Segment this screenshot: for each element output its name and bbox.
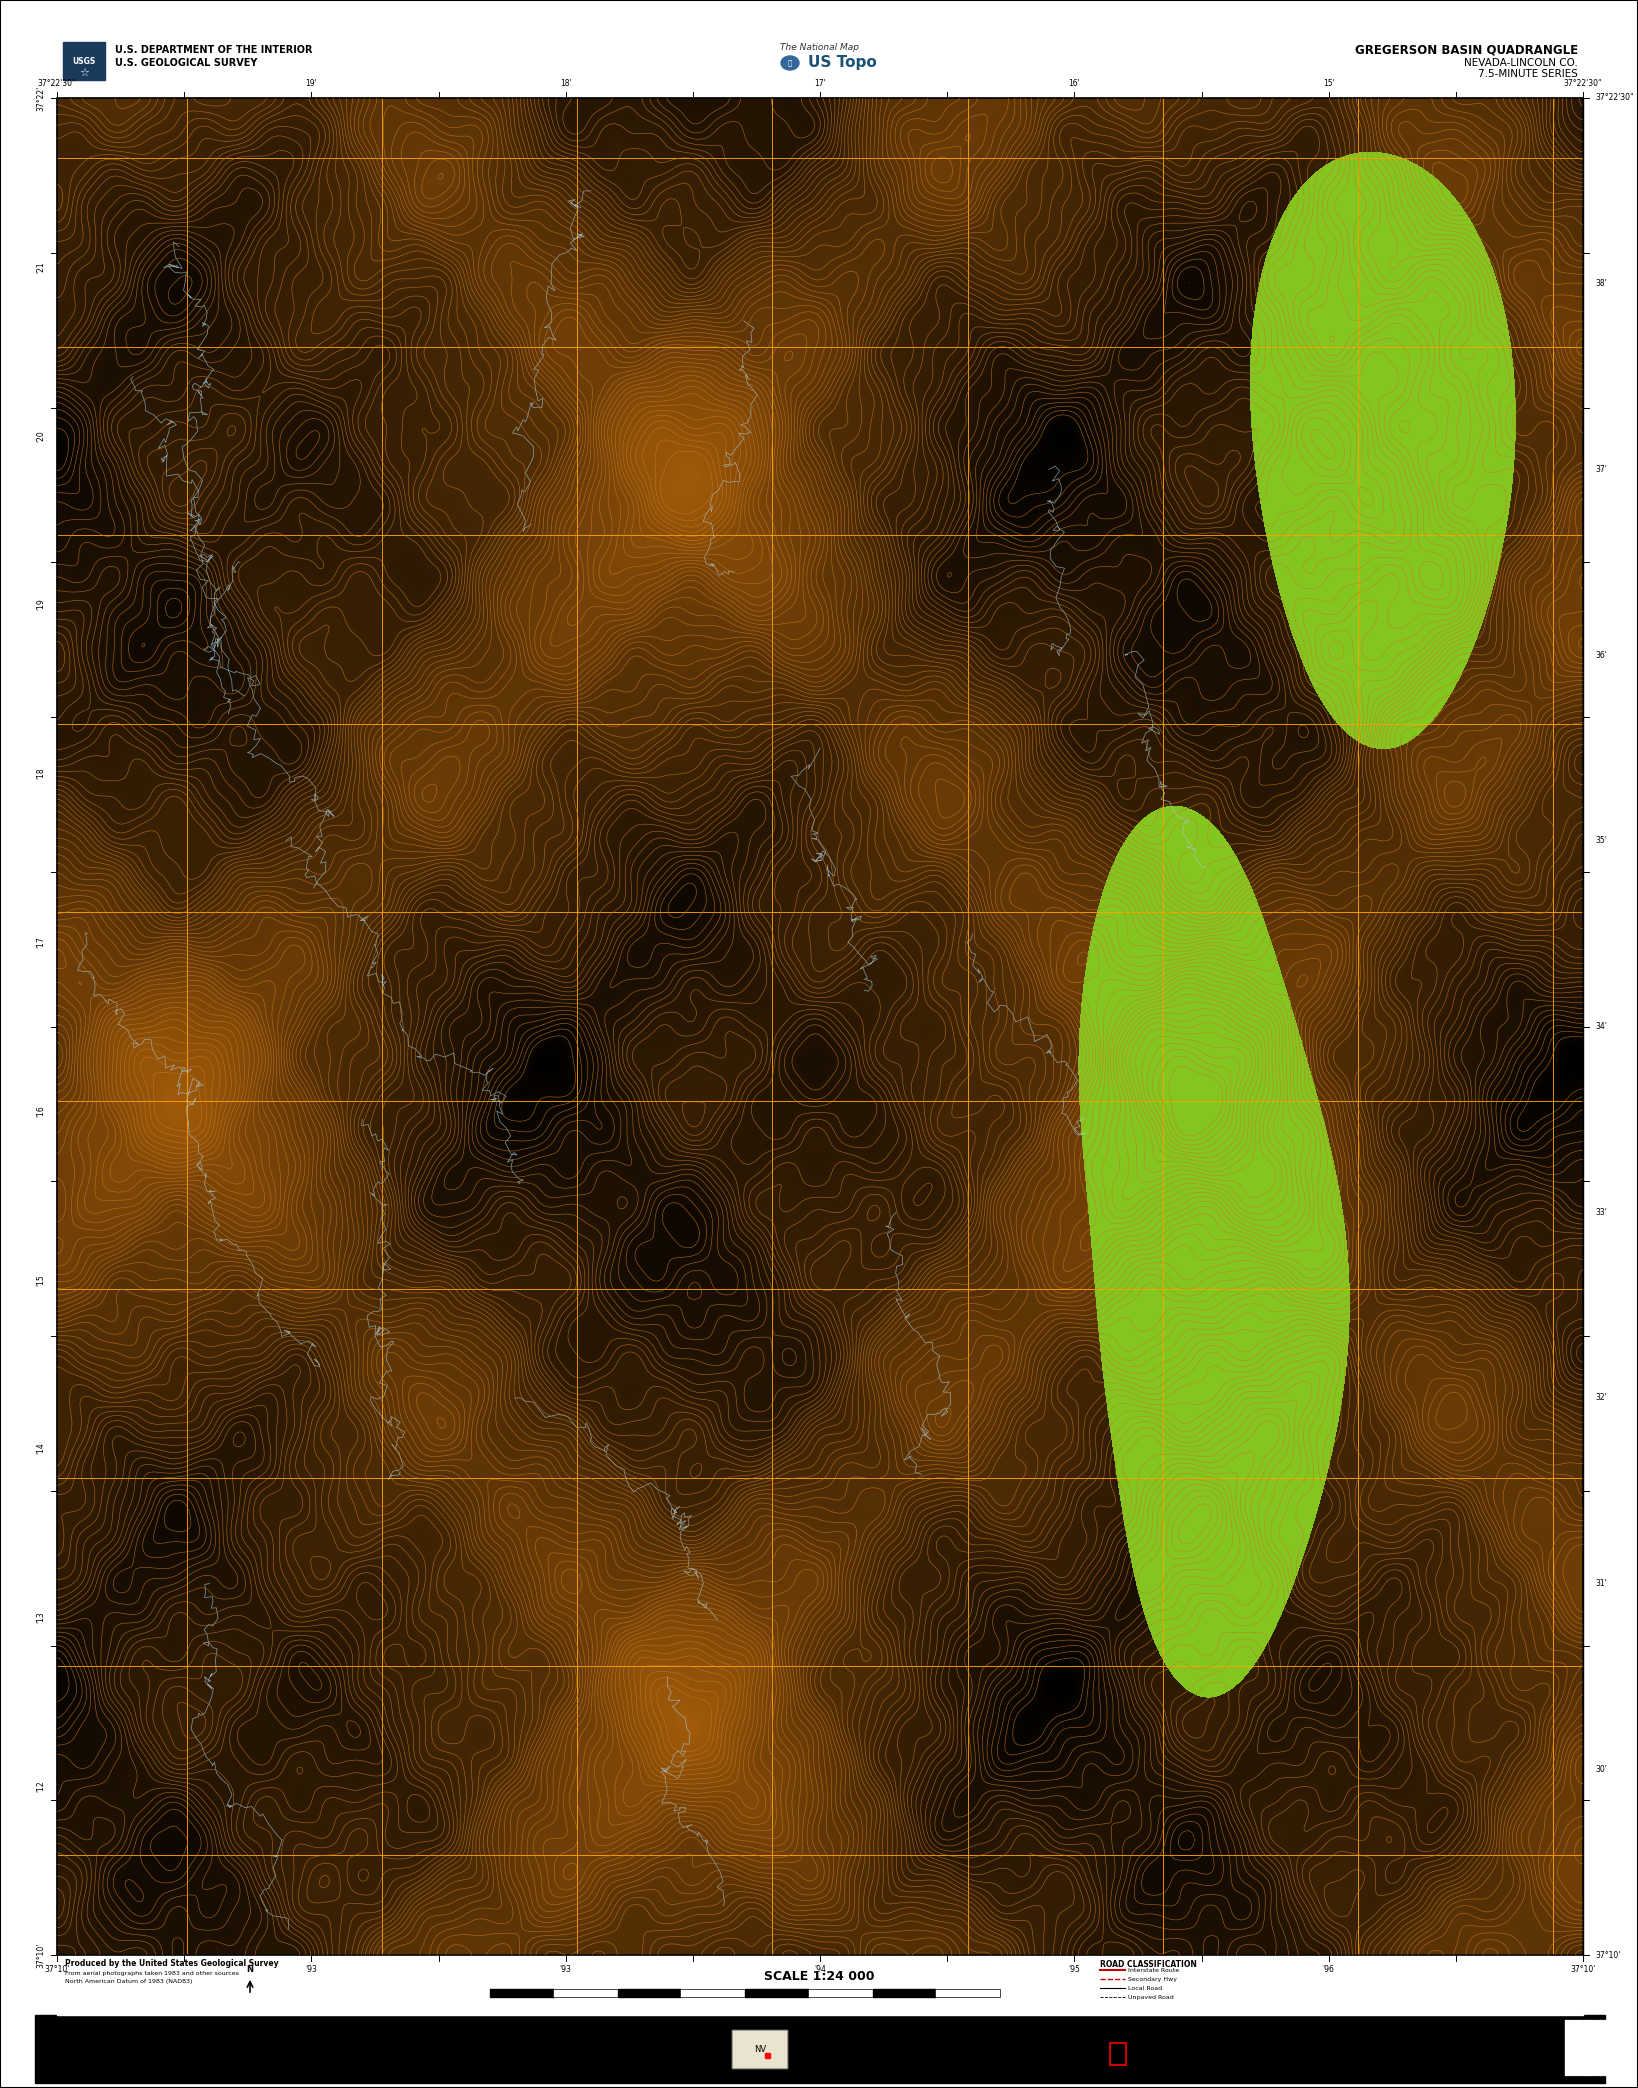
Text: 19': 19' bbox=[305, 79, 318, 88]
Ellipse shape bbox=[781, 56, 799, 71]
Text: Unpaved Road: Unpaved Road bbox=[1129, 1994, 1174, 2000]
Text: North American Datum of 1983 (NAD83): North American Datum of 1983 (NAD83) bbox=[66, 1979, 192, 1984]
Text: '14: '14 bbox=[36, 1443, 44, 1455]
Text: 37°22'30": 37°22'30" bbox=[1564, 79, 1602, 88]
Text: From aerial photographs taken 1983 and other sources: From aerial photographs taken 1983 and o… bbox=[66, 1971, 239, 1975]
Text: 33': 33' bbox=[1595, 1207, 1607, 1217]
Bar bbox=[765, 2053, 770, 2059]
Text: GREGERSON BASIN QUADRANGLE: GREGERSON BASIN QUADRANGLE bbox=[1355, 44, 1577, 56]
Text: '93: '93 bbox=[560, 1965, 572, 1973]
Bar bbox=[681, 1990, 745, 1996]
Bar bbox=[745, 1990, 809, 1996]
Bar bbox=[1569, 2019, 1572, 2075]
Text: 18': 18' bbox=[560, 79, 572, 88]
Bar bbox=[1627, 2019, 1628, 2075]
Text: 37°10': 37°10' bbox=[36, 1942, 44, 1967]
Bar bbox=[937, 1990, 1001, 1996]
Text: '13: '13 bbox=[36, 1612, 44, 1622]
Text: 36': 36' bbox=[1595, 651, 1607, 660]
Text: '20: '20 bbox=[36, 430, 44, 441]
Bar bbox=[1584, 2019, 1586, 2075]
Text: '16: '16 bbox=[36, 1105, 44, 1117]
Text: 7.5-MINUTE SERIES: 7.5-MINUTE SERIES bbox=[1477, 69, 1577, 79]
Text: Interstate Route: Interstate Route bbox=[1129, 1967, 1179, 1973]
Text: 38': 38' bbox=[1595, 280, 1607, 288]
Bar bbox=[57, 98, 1582, 1954]
Text: 31': 31' bbox=[1595, 1579, 1607, 1589]
Bar bbox=[57, 98, 1582, 1954]
Text: 34': 34' bbox=[1595, 1021, 1607, 1031]
Bar bbox=[1564, 2019, 1568, 2075]
Text: 15': 15' bbox=[1324, 79, 1335, 88]
Bar bbox=[1618, 2019, 1622, 2075]
Bar bbox=[873, 1990, 937, 1996]
Bar bbox=[1631, 2019, 1633, 2075]
Bar bbox=[618, 1990, 681, 1996]
Bar bbox=[490, 1990, 554, 1996]
Text: U.S. DEPARTMENT OF THE INTERIOR: U.S. DEPARTMENT OF THE INTERIOR bbox=[115, 46, 313, 54]
Text: 37°22'30": 37°22'30" bbox=[38, 79, 77, 88]
Text: ☆: ☆ bbox=[79, 69, 88, 77]
Text: 16': 16' bbox=[1068, 79, 1079, 88]
Bar bbox=[1587, 2019, 1589, 2075]
Text: '94: '94 bbox=[814, 1965, 826, 1973]
Bar bbox=[1604, 2019, 1605, 2075]
Text: '96: '96 bbox=[1324, 1965, 1335, 1973]
Text: ROAD CLASSIFICATION: ROAD CLASSIFICATION bbox=[1101, 1961, 1197, 1969]
Bar bbox=[732, 2030, 786, 2067]
Text: '12: '12 bbox=[36, 1781, 44, 1792]
Text: Local Road: Local Road bbox=[1129, 1986, 1161, 1990]
Text: 32': 32' bbox=[1595, 1393, 1607, 1403]
Bar bbox=[1577, 2019, 1579, 2075]
Text: '15: '15 bbox=[36, 1274, 44, 1286]
Text: NV: NV bbox=[753, 2046, 767, 2055]
Bar bbox=[809, 1990, 873, 1996]
Text: Secondary Hwy: Secondary Hwy bbox=[1129, 1977, 1178, 1982]
Text: N: N bbox=[246, 1965, 254, 1973]
Bar bbox=[1607, 2019, 1609, 2075]
Text: '95: '95 bbox=[1068, 1965, 1081, 1973]
Text: 17': 17' bbox=[814, 79, 826, 88]
Text: '21: '21 bbox=[36, 261, 44, 274]
Bar bbox=[1592, 2019, 1594, 2075]
Text: 30': 30' bbox=[1595, 1764, 1607, 1775]
Bar bbox=[1613, 2019, 1617, 2075]
Text: 37°22': 37°22' bbox=[36, 86, 44, 111]
Text: 37°10': 37°10' bbox=[1595, 1950, 1620, 1959]
Bar bbox=[34, 2015, 1605, 2084]
Text: 37°10': 37°10' bbox=[44, 1965, 70, 1973]
Text: USGS: USGS bbox=[72, 58, 95, 67]
Bar bbox=[490, 1990, 1001, 1996]
Text: U.S. GEOLOGICAL SURVEY: U.S. GEOLOGICAL SURVEY bbox=[115, 58, 257, 69]
Text: ⛰: ⛰ bbox=[788, 61, 793, 67]
Text: The National Map: The National Map bbox=[780, 44, 858, 52]
Text: '18: '18 bbox=[36, 768, 44, 779]
Text: 37°10': 37°10' bbox=[1571, 1965, 1595, 1973]
Bar bbox=[732, 2030, 786, 2067]
Bar bbox=[1636, 2019, 1638, 2075]
Text: SCALE 1:24 000: SCALE 1:24 000 bbox=[763, 1971, 875, 1984]
Text: '93: '93 bbox=[305, 1965, 318, 1973]
Text: 37': 37' bbox=[1595, 466, 1607, 474]
Bar bbox=[57, 1954, 1582, 2015]
Bar bbox=[1599, 2019, 1600, 2075]
Bar bbox=[1111, 2042, 1125, 2065]
Text: '17: '17 bbox=[36, 935, 44, 948]
Text: NEVADA-LINCOLN CO.: NEVADA-LINCOLN CO. bbox=[1464, 58, 1577, 69]
Text: 35': 35' bbox=[1595, 837, 1607, 846]
Bar bbox=[62, 42, 105, 79]
Text: '19: '19 bbox=[36, 599, 44, 610]
Bar bbox=[554, 1990, 618, 1996]
Text: Produced by the United States Geological Survey: Produced by the United States Geological… bbox=[66, 1959, 278, 1967]
Text: US Topo: US Topo bbox=[808, 56, 876, 71]
Text: 37°22'30": 37°22'30" bbox=[1595, 94, 1633, 102]
